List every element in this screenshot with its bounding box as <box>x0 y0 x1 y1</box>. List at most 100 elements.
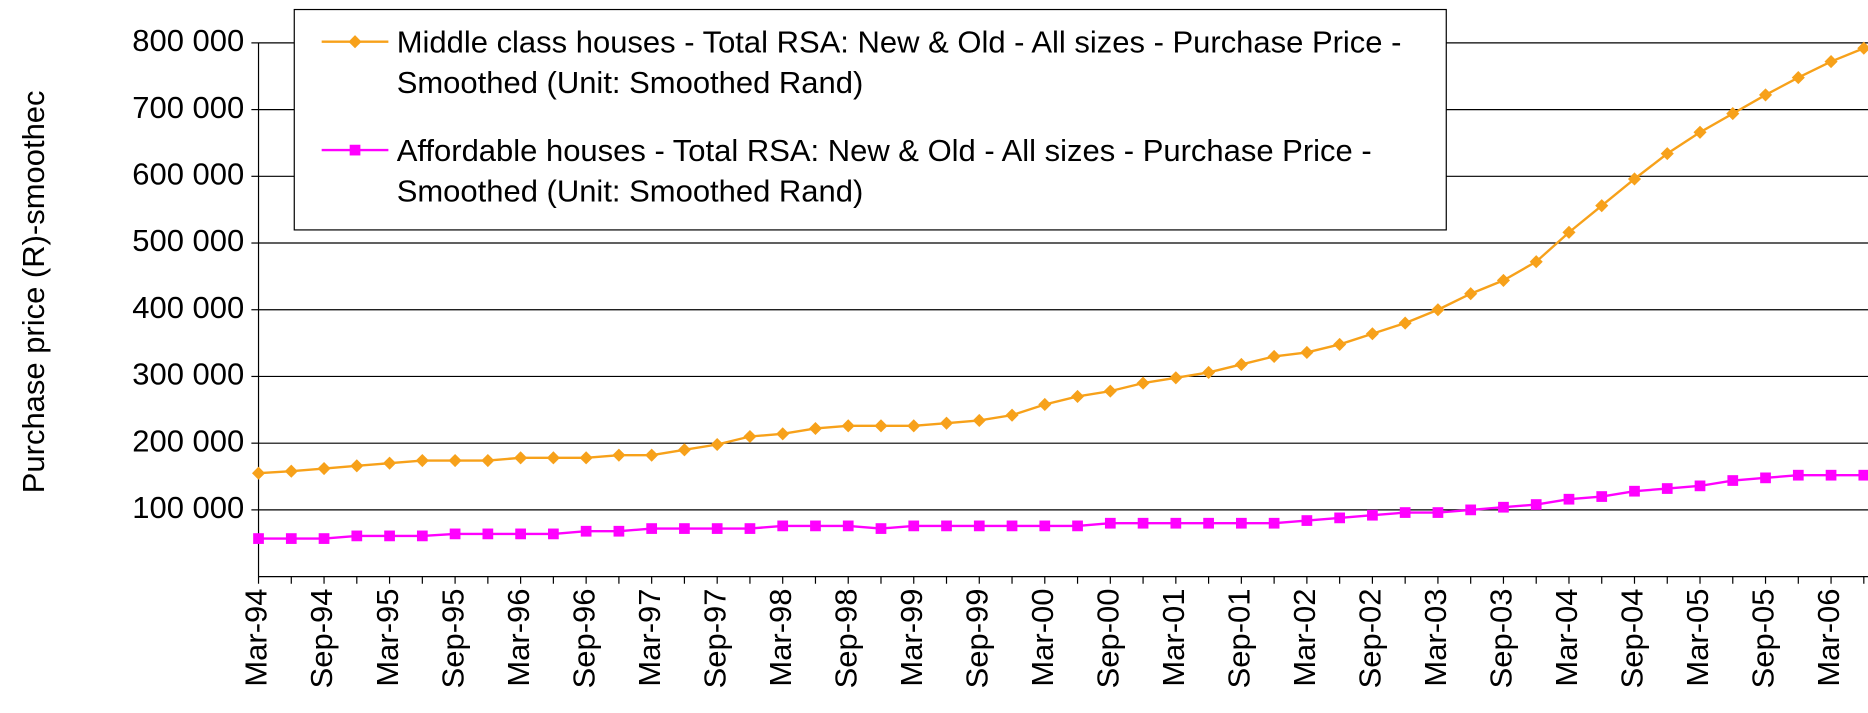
data-point <box>1660 147 1674 161</box>
data-point <box>941 520 952 532</box>
data-point <box>1727 475 1739 486</box>
x-tick-label: Sep-95 <box>435 589 470 689</box>
x-tick-label: Sep-05 <box>1746 589 1781 689</box>
data-point <box>351 530 363 542</box>
legend-entry: Middle class houses - Total RSA: New & O… <box>396 23 1402 101</box>
data-point <box>1563 493 1575 505</box>
y-axis-label: Purchase price (R)-smoothec <box>16 91 51 494</box>
data-point <box>285 533 297 544</box>
data-point <box>515 528 526 540</box>
data-point <box>908 520 920 532</box>
x-tick-label: Mar-03 <box>1418 589 1453 687</box>
x-tick-label: Sep-01 <box>1222 589 1257 689</box>
data-point <box>1301 515 1313 526</box>
x-tick-label: Mar-00 <box>1025 589 1060 687</box>
data-point <box>580 525 592 537</box>
data-point <box>808 421 823 436</box>
legend-label: Affordable houses - Total RSA: New & Old… <box>396 132 1372 209</box>
data-point <box>1496 273 1510 287</box>
data-point <box>1693 125 1707 139</box>
data-point <box>1431 303 1445 317</box>
data-point <box>482 528 494 540</box>
x-tick-label: Mar-96 <box>501 589 536 687</box>
x-tick-label: Mar-99 <box>894 589 929 687</box>
data-point <box>1104 517 1116 529</box>
data-point <box>383 456 397 470</box>
data-point <box>1498 501 1509 513</box>
data-point <box>1333 337 1347 351</box>
data-point <box>1202 365 1216 380</box>
data-point <box>1694 480 1706 492</box>
data-point <box>1268 517 1280 529</box>
data-point <box>1791 71 1805 85</box>
x-tick-label: Sep-94 <box>304 589 339 689</box>
legend-label: Middle class houses - Total RSA: New & O… <box>396 23 1402 101</box>
data-point <box>1072 520 1083 532</box>
x-tick-label: Sep-02 <box>1353 589 1388 689</box>
series-line <box>258 473 1864 540</box>
y-tick-label: 800 000 <box>132 23 244 58</box>
x-tick-label: Sep-96 <box>566 589 601 689</box>
data-point <box>744 523 756 534</box>
legend-swatch-marker <box>348 35 362 49</box>
data-point <box>1629 485 1640 497</box>
data-point <box>1039 520 1051 532</box>
data-point <box>415 453 429 468</box>
data-point <box>579 451 593 465</box>
x-tick-label: Mar-98 <box>763 589 798 687</box>
data-point <box>1596 491 1608 502</box>
x-tick-label: Sep-99 <box>959 589 994 689</box>
data-point <box>481 453 495 468</box>
data-point <box>1203 517 1214 529</box>
data-point <box>1136 376 1150 390</box>
data-point <box>874 419 888 433</box>
data-point <box>939 416 954 430</box>
x-tick-label: Sep-98 <box>828 589 863 689</box>
data-point <box>972 413 986 428</box>
data-point <box>253 533 264 544</box>
data-point <box>1529 255 1543 269</box>
data-point <box>284 464 298 478</box>
y-tick-label: 700 000 <box>132 90 244 125</box>
data-point <box>1006 520 1018 532</box>
data-point <box>842 520 854 532</box>
data-point <box>875 523 887 534</box>
x-tick-label: Mar-04 <box>1549 589 1584 687</box>
y-tick-label: 100 000 <box>132 490 244 525</box>
x-tick-label: Mar-01 <box>1156 589 1191 687</box>
data-point <box>1071 389 1085 404</box>
data-point <box>1858 469 1868 481</box>
data-point <box>1005 408 1019 422</box>
data-point <box>677 443 691 457</box>
data-point <box>251 466 266 480</box>
data-point <box>1432 507 1444 518</box>
y-tick-label: 500 000 <box>132 223 244 258</box>
data-point <box>973 520 985 532</box>
legend-entry: Affordable houses - Total RSA: New & Old… <box>396 132 1372 209</box>
data-point <box>1399 507 1411 518</box>
x-tick-label: Sep-04 <box>1615 589 1650 689</box>
data-point <box>1758 88 1773 102</box>
data-point <box>1825 469 1837 481</box>
x-tick-label: Sep-03 <box>1484 589 1519 689</box>
data-point <box>1465 504 1477 516</box>
data-point <box>1169 371 1183 385</box>
data-point <box>1857 41 1868 55</box>
data-point <box>318 533 330 544</box>
data-point <box>1234 357 1248 371</box>
data-point <box>1562 225 1576 239</box>
data-point <box>841 419 855 433</box>
data-point <box>1137 517 1149 529</box>
data-point <box>1627 172 1642 186</box>
data-point <box>1661 483 1673 494</box>
data-point <box>710 437 724 452</box>
data-point <box>1760 472 1771 484</box>
data-point <box>1170 517 1182 529</box>
data-point <box>548 528 559 540</box>
data-point <box>1726 107 1740 121</box>
data-point <box>1464 287 1478 301</box>
y-tick-label: 600 000 <box>132 157 244 192</box>
data-point <box>448 453 462 468</box>
